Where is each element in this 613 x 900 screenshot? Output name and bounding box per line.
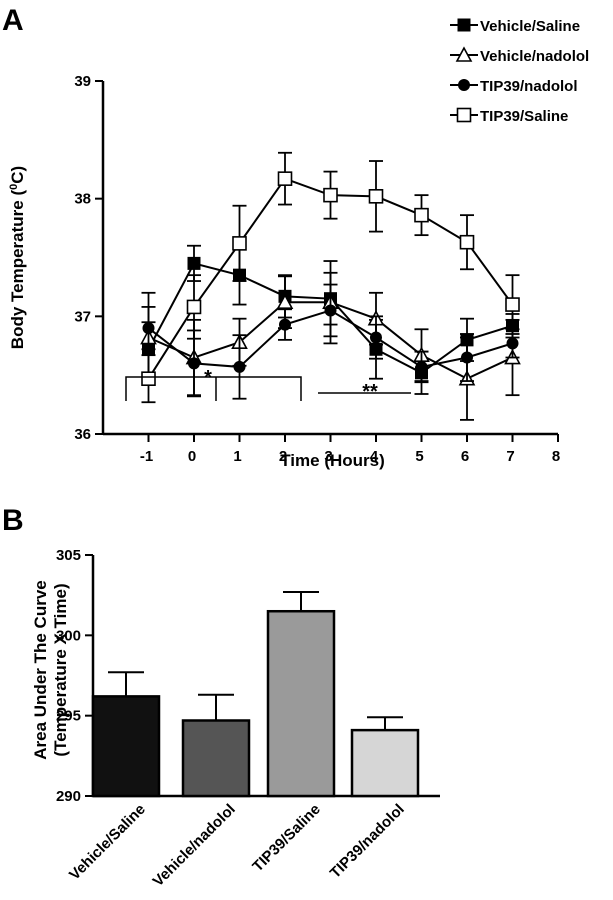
data-point <box>415 360 428 373</box>
x-tick-label: 8 <box>552 448 560 465</box>
panel-letter-b: B <box>2 504 24 537</box>
data-point <box>506 337 519 350</box>
data-point <box>141 371 156 386</box>
x-tick-label: 7 <box>506 448 514 465</box>
category-label-vehicle-nadolol: Vehicle/nadolol <box>150 801 239 890</box>
legend-label-vehicle-saline: Vehicle/Saline <box>480 18 580 35</box>
data-point <box>370 331 382 344</box>
bar-vehicle-saline <box>91 695 161 798</box>
panel-letter-a: A <box>2 4 24 37</box>
legend-label-tip39-saline: TIP39/Saline <box>480 108 568 125</box>
data-point <box>414 207 429 223</box>
legend-label-tip39-nadolol: TIP39/nadolol <box>480 78 578 95</box>
line-chart-series <box>140 151 521 421</box>
x-tick-label: 4 <box>370 448 379 465</box>
y-tick-label: 36 <box>74 426 91 443</box>
data-point <box>277 171 293 186</box>
data-point <box>233 360 246 373</box>
legend-marker-vehicle-saline <box>457 18 471 32</box>
x-tick-label: 1 <box>233 448 241 465</box>
x-axis-title: Time (Hours) <box>280 451 385 470</box>
x-tick-label: 0 <box>188 448 196 465</box>
data-point <box>323 187 338 203</box>
bar-tip39-nadolol <box>350 728 420 798</box>
data-point <box>505 297 520 312</box>
data-point <box>142 322 155 335</box>
bar-tip39-saline <box>266 609 336 798</box>
data-point <box>232 236 247 251</box>
significance-label-single: * <box>204 367 212 389</box>
series-tip39-saline <box>141 151 520 404</box>
bar-chart-y-ticks: 290 295 300 305 <box>56 547 93 805</box>
x-tick-label: 3 <box>324 448 332 465</box>
category-label-vehicle-saline: Vehicle/Saline <box>66 801 149 884</box>
line-chart-body-temperature: 36 37 38 39 -1 0 1 2 3 4 5 6 7 8 Time (Hours) Body T… <box>8 18 589 470</box>
legend-marker-vehicle-nadolol <box>455 46 473 62</box>
y-axis-title: Body Temperature (0C) <box>8 166 27 349</box>
bar-y-tick-label: 295 <box>56 708 81 725</box>
data-point <box>188 357 200 370</box>
bar-chart-category-labels: Vehicle/Saline Vehicle/nadolol TIP39/Salin… <box>66 801 408 890</box>
data-point <box>461 351 473 364</box>
significance-bracket-single <box>125 376 302 401</box>
data-point <box>187 256 201 270</box>
y-tick-label: 37 <box>74 308 91 325</box>
bar-y-axis-title-line1: Area Under The Curve <box>31 580 50 760</box>
legend-marker-tip39-saline <box>456 107 472 123</box>
line-chart-axes <box>101 81 558 436</box>
bar-y-tick-label: 305 <box>56 547 81 564</box>
x-tick-label: 5 <box>415 448 423 465</box>
data-point <box>276 293 294 310</box>
bar-y-axis-title-line2: (Temperature X Time) <box>51 583 70 756</box>
significance-brackets: * ** <box>125 367 411 403</box>
bar-y-tick-label: 300 <box>56 627 81 644</box>
legend: Vehicle/Saline Vehicle/nadolol TIP39/nad… <box>450 18 589 125</box>
category-label-tip39-saline: TIP39/Saline <box>249 801 324 876</box>
data-point <box>186 299 202 315</box>
data-point <box>368 189 384 204</box>
bar-vehicle-nadolol <box>181 719 251 798</box>
legend-label-vehicle-nadolol: Vehicle/nadolol <box>480 48 589 65</box>
category-label-tip39-nadolol: TIP39/nadolol <box>327 801 408 882</box>
data-point <box>324 304 337 317</box>
x-tick-label: -1 <box>140 448 153 465</box>
data-point <box>459 234 475 250</box>
line-chart-x-ticks: -1 0 1 2 3 4 5 6 7 8 <box>140 434 560 465</box>
legend-marker-tip39-nadolol <box>458 79 470 91</box>
series-tip39-nadolol <box>141 283 520 400</box>
significance-label-double: ** <box>362 381 378 403</box>
x-tick-label: 2 <box>279 448 287 465</box>
bar-chart-bars <box>91 590 420 798</box>
y-tick-label: 38 <box>74 191 91 208</box>
line-chart-y-ticks: 36 37 38 39 <box>74 73 103 443</box>
y-tick-label: 39 <box>74 73 91 90</box>
x-tick-label: 6 <box>461 448 469 465</box>
data-point <box>279 318 291 331</box>
bar-y-tick-label: 290 <box>56 788 81 805</box>
